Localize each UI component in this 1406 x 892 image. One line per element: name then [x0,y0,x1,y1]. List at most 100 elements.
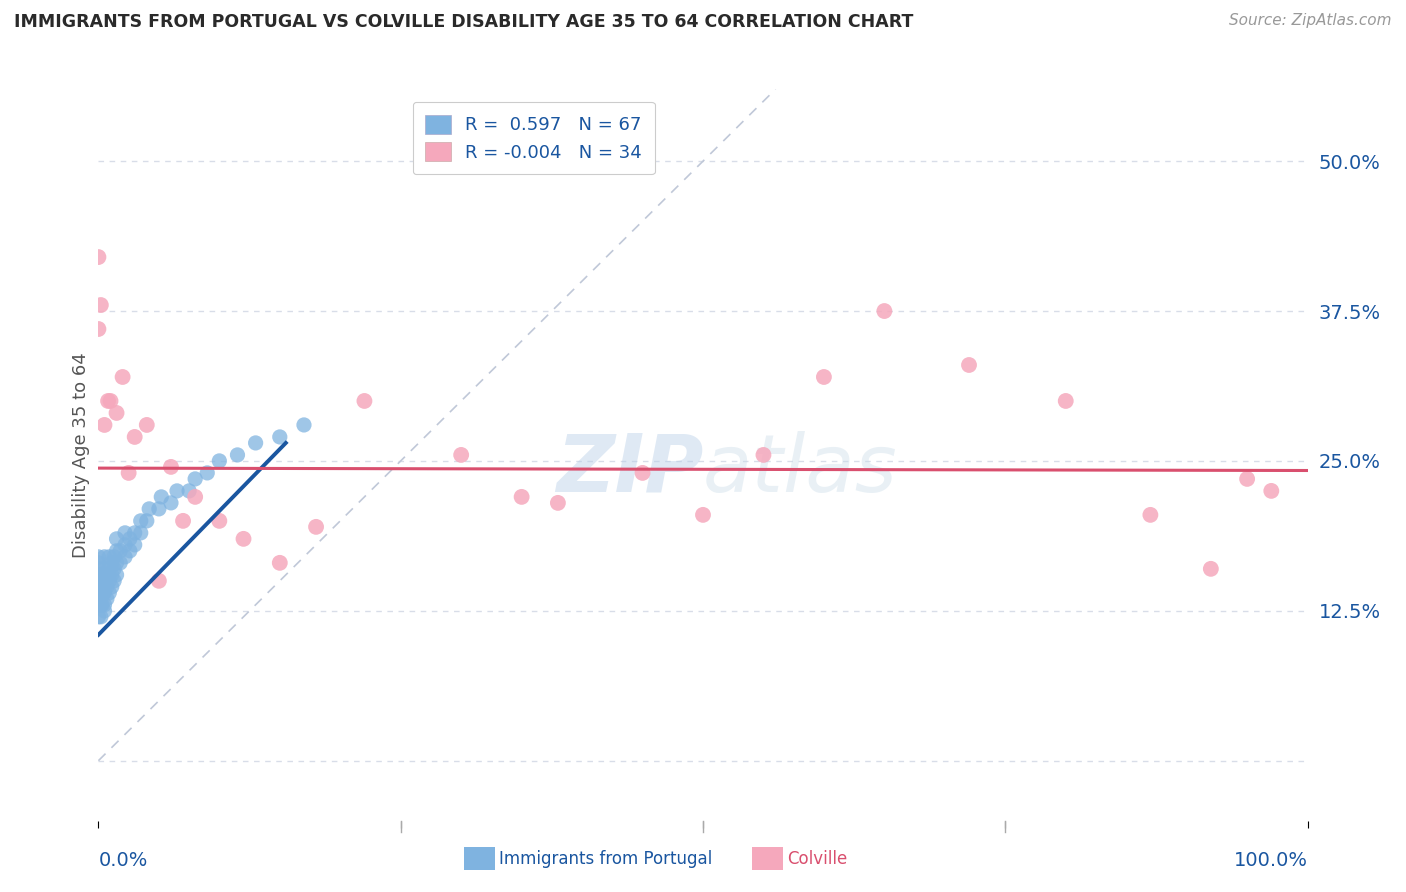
Point [135,514,157,528]
Point [100,556,122,570]
Text: Source: ZipAtlas.com: Source: ZipAtlas.com [1229,13,1392,29]
Point [91,586,114,600]
Point [97,394,120,409]
Point [118,532,141,546]
Point [184,490,207,504]
Point [184,472,207,486]
Point [93,604,115,618]
Point [93,417,115,432]
Point [1054,394,1077,409]
Point [873,304,896,318]
Point [129,525,152,540]
Point [87,250,110,264]
Point [105,544,128,558]
Point [103,549,125,564]
Point [90,609,112,624]
Point [957,358,980,372]
Point [166,483,188,498]
Point [245,436,267,450]
Point [98,562,121,576]
Point [93,586,115,600]
Point [105,406,128,420]
Point [91,567,114,582]
Point [96,567,118,582]
Point [108,544,131,558]
Point [148,574,170,588]
Point [111,370,134,384]
Point [96,591,118,606]
Point [226,448,249,462]
Point [292,417,315,432]
Text: atlas: atlas [703,431,898,508]
Point [91,598,114,612]
Point [93,574,115,588]
Point [177,483,201,498]
Point [138,501,160,516]
Point [118,466,141,480]
Point [98,574,121,588]
Point [90,298,112,312]
Point [93,562,115,576]
Point [103,562,125,576]
Point [98,586,121,600]
Point [100,567,122,582]
Text: ZIP: ZIP [555,431,703,508]
Text: Immigrants from Portugal: Immigrants from Portugal [499,850,713,868]
Point [87,322,110,336]
Point [87,549,110,564]
Point [1260,483,1282,498]
Point [87,556,110,570]
Point [232,532,254,546]
Point [93,598,115,612]
Point [91,586,114,600]
Point [160,496,183,510]
Point [1236,472,1258,486]
Point [87,562,110,576]
Point [160,459,183,474]
Point [114,525,136,540]
Point [87,609,110,624]
Point [93,549,115,564]
Point [114,538,136,552]
Point [100,580,122,594]
Point [547,496,569,510]
Point [87,586,110,600]
Point [813,370,835,384]
Point [172,514,194,528]
Point [87,598,110,612]
Text: IMMIGRANTS FROM PORTUGAL VS COLVILLE DISABILITY AGE 35 TO 64 CORRELATION CHART: IMMIGRANTS FROM PORTUGAL VS COLVILLE DIS… [14,13,914,31]
Point [195,466,218,480]
Y-axis label: Disability Age 35 to 64: Disability Age 35 to 64 [72,352,90,558]
Point [692,508,714,522]
Point [87,580,110,594]
Point [98,549,121,564]
Point [150,490,173,504]
Point [105,556,128,570]
Legend: R =  0.597   N = 67, R = -0.004   N = 34: R = 0.597 N = 67, R = -0.004 N = 34 [413,102,655,174]
Point [148,501,170,516]
Point [269,430,291,444]
Point [103,574,125,588]
Point [353,394,375,409]
Point [96,580,118,594]
Point [91,574,114,588]
Point [108,556,131,570]
Point [510,490,533,504]
Point [124,430,146,444]
Point [91,574,114,588]
Point [208,454,231,468]
Point [87,567,110,582]
Point [105,567,128,582]
Point [114,549,136,564]
Point [305,520,328,534]
Point [105,532,128,546]
Point [87,591,110,606]
Point [129,514,152,528]
Point [752,448,775,462]
Text: 0.0%: 0.0% [98,851,148,870]
Point [135,417,157,432]
Point [87,574,110,588]
Point [118,544,141,558]
Point [90,598,112,612]
Point [450,448,472,462]
